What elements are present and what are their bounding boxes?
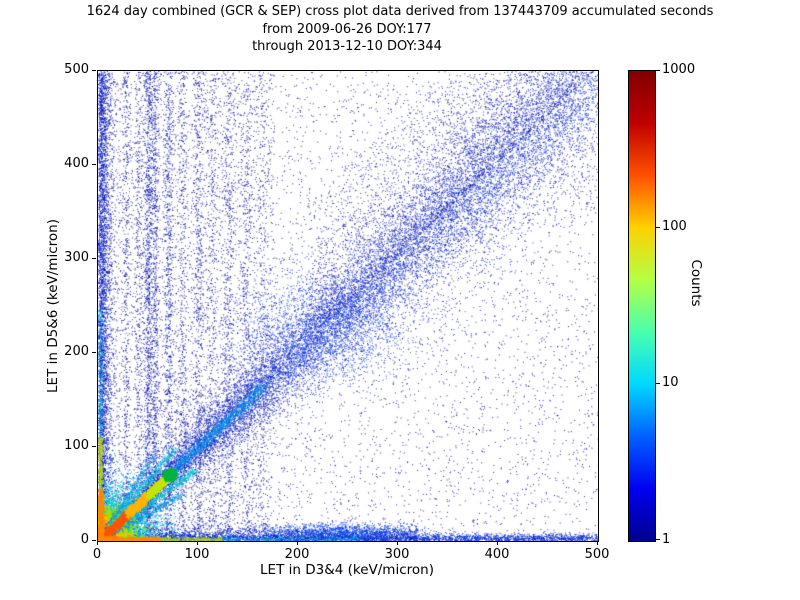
x-tick-mark: [297, 541, 298, 545]
y-tick-label: 0: [80, 532, 89, 547]
colorbar-tick-label: 100: [662, 218, 687, 234]
x-tick-label: 400: [484, 547, 510, 562]
y-tick-label: 300: [64, 250, 89, 265]
y-tick-mark: [92, 540, 96, 541]
x-tick-mark: [197, 541, 198, 545]
x-tick-label: 100: [184, 547, 210, 562]
x-tick-mark: [497, 541, 498, 545]
axes-title-line1: from 2009-06-26 DOY:177: [262, 22, 432, 37]
y-axis-label: LET in D5&6 (keV/micron): [45, 219, 61, 393]
plot-area: [97, 70, 599, 542]
colorbar-tick-mark: [656, 539, 660, 540]
y-tick-label: 500: [64, 62, 89, 77]
colorbar-label: Counts: [688, 259, 704, 307]
x-tick-mark: [97, 541, 98, 545]
y-tick-mark: [92, 70, 96, 71]
x-tick-mark: [597, 541, 598, 545]
axes-title-line2: through 2013-12-10 DOY:344: [252, 39, 442, 54]
figure-title: 1624 day combined (GCR & SEP) cross plot…: [86, 4, 714, 19]
y-tick-mark: [92, 258, 96, 259]
scatter-canvas: [98, 71, 598, 541]
x-tick-label: 200: [284, 547, 310, 562]
y-tick-mark: [92, 352, 96, 353]
y-tick-label: 100: [64, 438, 89, 453]
y-tick-mark: [92, 164, 96, 165]
y-tick-label: 400: [64, 156, 89, 171]
x-axis-label: LET in D3&4 (keV/micron): [260, 562, 434, 578]
colorbar-tick-mark: [656, 383, 660, 385]
colorbar: [628, 70, 656, 542]
x-tick-label: 0: [92, 547, 102, 562]
colorbar-tick-label: 1000: [662, 62, 696, 77]
colorbar-tick-label: 10: [662, 375, 679, 391]
colorbar-tick-mark: [656, 70, 660, 71]
x-tick-mark: [397, 541, 398, 545]
y-tick-label: 200: [64, 344, 89, 359]
axes-title: from 2009-06-26 DOY:177 through 2013-12-…: [97, 21, 597, 55]
colorbar-tick-mark: [656, 226, 660, 228]
x-tick-label: 500: [584, 547, 610, 562]
x-tick-label: 300: [384, 547, 410, 562]
colorbar-tick-label: 1: [662, 532, 671, 547]
y-tick-mark: [92, 446, 96, 447]
